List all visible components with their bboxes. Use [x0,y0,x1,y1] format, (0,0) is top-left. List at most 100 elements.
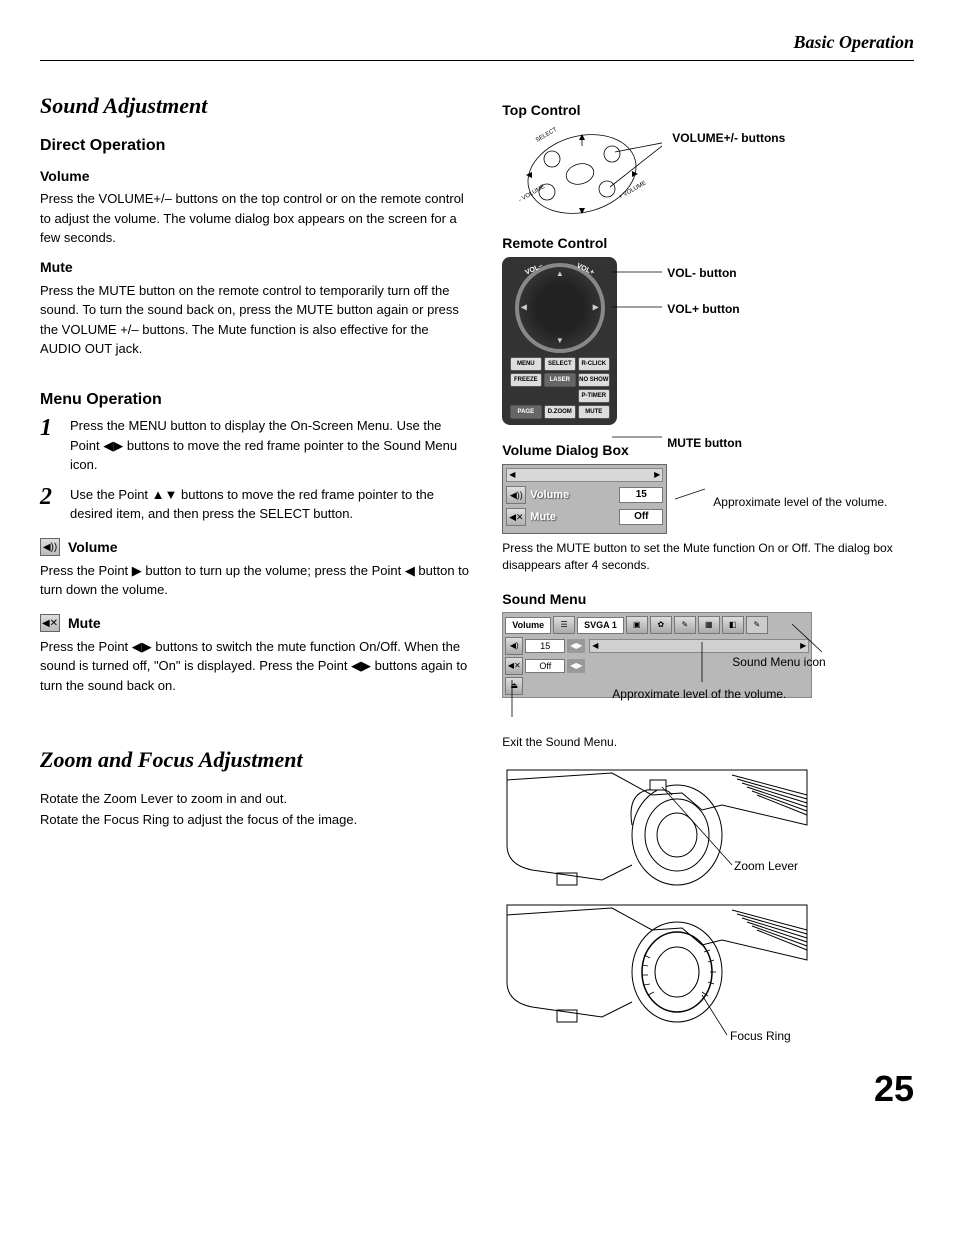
remote-volplus-arc: VOL+ [575,262,596,278]
zoom-text-2: Rotate the Focus Ring to adjust the focu… [40,810,472,830]
remote-callout-labels: VOL- button VOL+ button MUTE button [667,257,742,452]
remote-volplus-callout: VOL+ button [667,301,742,317]
sound-menu-icon-1: ☰ [553,616,575,634]
volume-paragraph: Press the VOLUME+/– buttons on the top c… [40,189,472,248]
volume-dialog-mute-row: ◀✕ Mute Off [506,508,663,526]
remote-select-button: SELECT [544,357,576,371]
sound-menu-mute-value: Off [525,659,565,673]
sound-menu-heading: Sound Menu [502,590,914,609]
volume-dialog-slider: ◀ ▶ [506,468,663,482]
sound-menu-icon-3: ✿ [650,616,672,634]
sound-menu-diagram: Volume ☰ SVGA 1 ▣ ✿ ✎ ▦ ◧ ✎ ◀) 15 ◀▶ ◀ ▶ [502,612,914,751]
sound-menu-mode: SVGA 1 [577,617,624,633]
volume-dialog-frame: ◀ ▶ ◀)) Volume 15 ◀✕ Mute Off [502,464,667,534]
zoom-focus-heading: Zoom and Focus Adjustment [40,745,472,775]
menu-operation-heading: Menu Operation [40,389,472,411]
remote-ptimer-button: P-TIMER [578,389,610,403]
sound-menu-volume-value: 15 [525,639,565,653]
remote-freeze-button: FREEZE [510,373,542,387]
page-header: Basic Operation [40,30,914,61]
remote-control-diagram: VOL– VOL+ ▲ ▼ ◀ ▶ MENU SELECT R-CLICK FR… [502,257,914,425]
sound-menu-icon-last: ✎ [746,616,768,634]
focus-ring-callout-text: Focus Ring [730,1029,791,1043]
step-1: 1 Press the MENU button to display the O… [40,416,472,475]
sound-menu-icon-callout: Sound Menu icon [732,654,825,671]
top-control-callout: VOLUME+/- buttons [672,130,785,146]
top-control-volplus-label: + VOLUME [618,180,647,200]
mute-icon-label: Mute [68,614,101,633]
remote-volminus-callout: VOL- button [667,265,742,281]
top-control-select-label: SELECT [535,127,559,144]
sound-menu-exit-callout: Exit the Sound Menu. [502,734,914,751]
sound-menu-volume-row: ◀) 15 ◀▶ ◀ ▶ [505,637,809,655]
speaker-icon: ◀)) [40,538,60,556]
page-number: 25 [40,1065,914,1114]
top-control-diagram: SELECT - VOLUME + VOLUME VOLUME+/- butto… [502,124,914,224]
remote-right-arrow-icon: ▶ [593,303,599,314]
volume-dialog-volume-value: 15 [619,487,663,503]
remote-left-arrow-icon: ◀ [521,303,527,314]
volume-icon-row: ◀)) Volume [40,538,472,557]
remote-dzoom-button: D.ZOOM [544,405,576,419]
remote-ring: VOL– VOL+ ▲ ▼ ◀ ▶ [515,263,605,353]
volume-subheading: Volume [40,167,472,186]
volume-dialog-note: Press the MUTE button to set the Mute fu… [502,540,914,574]
page-columns: Sound Adjustment Direct Operation Volume… [40,91,914,1045]
step-2-text: Use the Point ▲▼ buttons to move the red… [70,485,472,524]
zoom-text-1: Rotate the Zoom Lever to zoom in and out… [40,789,472,809]
volume-dialog-speaker-icon: ◀)) [506,486,526,504]
volume-dialog-callout-line [675,464,705,534]
volume-icon-label: Volume [68,538,118,557]
step-2: 2 Use the Point ▲▼ buttons to move the r… [40,485,472,524]
remote-body: VOL– VOL+ ▲ ▼ ◀ ▶ MENU SELECT R-CLICK FR… [502,257,617,425]
right-column: Top Control SELECT - VOLUME + VOLUME [502,91,914,1045]
zoom-lever-callout-text: Zoom Lever [734,859,798,873]
remote-laser-button: LASER [544,373,576,387]
volume-dialog-mute-value: Off [619,509,663,525]
remote-control-heading: Remote Control [502,234,914,253]
sound-adjustment-heading: Sound Adjustment [40,91,472,121]
projector-focus-diagram: Focus Ring [502,900,914,1045]
remote-noshow-button: NO SHOW [578,373,610,387]
left-column: Sound Adjustment Direct Operation Volume… [40,91,472,1045]
remote-callout-lines [612,257,662,457]
step-1-text: Press the MENU button to display the On-… [70,416,472,475]
mute-icon-text: Press the Point ◀▶ buttons to switch the… [40,637,472,696]
volume-icon-text: Press the Point ▶ button to turn up the … [40,561,472,600]
direct-operation-heading: Direct Operation [40,135,472,157]
projector-focus-svg: Focus Ring [502,900,812,1045]
sound-menu-title: Volume [505,617,551,633]
sound-menu-level-callout: Approximate level of the volume. [612,686,786,703]
remote-button-grid: MENU SELECT R-CLICK FREEZE LASER NO SHOW… [508,357,611,419]
remote-menu-button: MENU [510,357,542,371]
remote-rclick-button: R-CLICK [578,357,610,371]
sound-menu-icon-5: ▦ [698,616,720,634]
top-control-volminus-label: - VOLUME [518,184,546,204]
header-title: Basic Operation [793,32,914,52]
step-number-1: 1 [40,416,58,475]
mute-icon-row: ◀✕ Mute [40,614,472,633]
sound-menu-exit-icon: ⏏ [505,677,523,695]
projector-zoom-svg: Zoom Lever [502,765,812,900]
sound-menu-lr-icon-1: ◀▶ [567,639,585,653]
volume-dialog-mute-label: Mute [530,510,615,525]
sound-menu-icon-4: ✎ [674,616,696,634]
top-control-svg: SELECT - VOLUME + VOLUME [502,124,662,224]
remote-mute-button: MUTE [578,405,610,419]
remote-up-arrow-icon: ▲ [556,269,564,280]
speaker-mute-icon: ◀✕ [40,614,60,632]
remote-down-arrow-icon: ▼ [556,336,564,347]
sound-menu-top-row: Volume ☰ SVGA 1 ▣ ✿ ✎ ▦ ◧ ✎ [505,615,809,635]
volume-dialog-volume-label: Volume [530,488,615,503]
sound-menu-icon-2: ▣ [626,616,648,634]
volume-dialog-box: ◀ ▶ ◀)) Volume 15 ◀✕ Mute Off Approxi [502,464,914,574]
sound-menu-mute-icon: ◀✕ [505,657,523,675]
top-control-heading: Top Control [502,101,914,120]
remote-volminus-arc: VOL– [524,262,545,278]
step-number-2: 2 [40,485,58,524]
remote-page-button: PAGE [510,405,542,419]
volume-dialog-volume-row: ◀)) Volume 15 [506,486,663,504]
sound-menu-speaker-icon: ◀) [505,637,523,655]
sound-menu-slider: ◀ ▶ [589,639,809,653]
remote-mute-callout: MUTE button [667,435,742,451]
